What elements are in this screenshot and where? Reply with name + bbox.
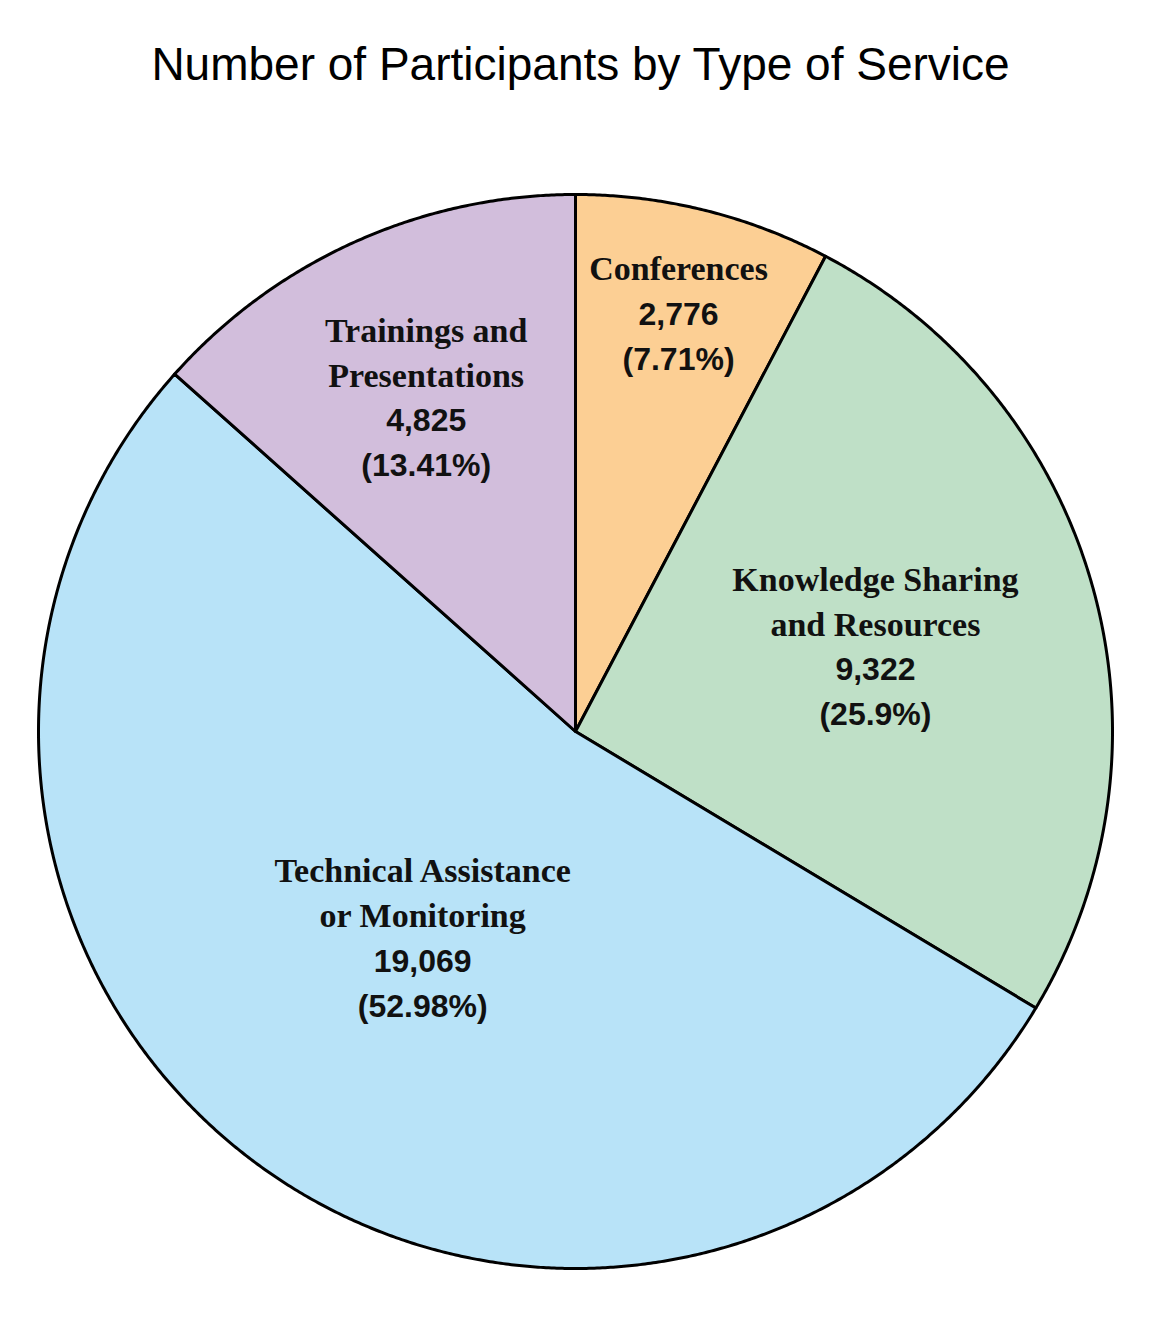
svg-text:(25.9%): (25.9%) [819, 696, 931, 732]
svg-text:(13.41%): (13.41%) [361, 447, 491, 483]
svg-text:2,776: 2,776 [639, 296, 719, 332]
svg-text:Technical Assistance: Technical Assistance [275, 852, 571, 889]
svg-text:9,322: 9,322 [835, 651, 915, 687]
svg-text:Conferences: Conferences [589, 250, 768, 287]
svg-text:Trainings and: Trainings and [325, 312, 528, 349]
svg-text:Number of Participants by Type: Number of Participants by Type of Servic… [151, 38, 1009, 90]
svg-text:Knowledge Sharing: Knowledge Sharing [732, 561, 1018, 598]
svg-text:19,069: 19,069 [374, 943, 472, 979]
svg-text:(7.71%): (7.71%) [623, 341, 735, 377]
svg-text:Presentations: Presentations [328, 357, 524, 394]
svg-text:or Monitoring: or Monitoring [320, 897, 526, 934]
svg-text:and Resources: and Resources [770, 606, 980, 643]
svg-text:4,825: 4,825 [386, 402, 466, 438]
svg-text:(52.98%): (52.98%) [358, 988, 488, 1024]
